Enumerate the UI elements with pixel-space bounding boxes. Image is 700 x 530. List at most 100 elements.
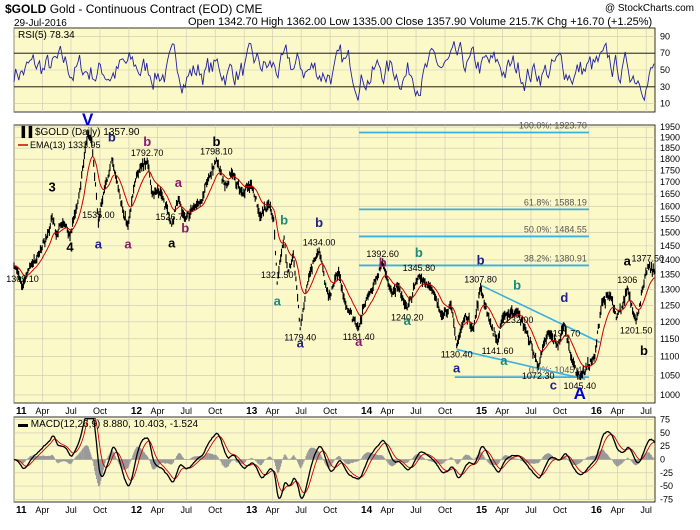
x-tick-label: 14 bbox=[361, 406, 373, 417]
rsi-tick-label: 90 bbox=[660, 31, 670, 41]
wave-label: d bbox=[560, 290, 568, 305]
symbol: $GOLD bbox=[5, 2, 47, 16]
chart-date: 29-Jul-2016 bbox=[14, 18, 67, 29]
price-label: 1377.50 bbox=[631, 253, 664, 263]
macd-line bbox=[13, 417, 656, 499]
x-tick-label: 14 bbox=[361, 505, 373, 516]
chart-symbol-title: $GOLD Gold - Continuous Contract (EOD) C… bbox=[5, 2, 262, 16]
source-credit[interactable]: @ StockCharts.com bbox=[604, 3, 694, 14]
x-tick-label: Jul bbox=[295, 406, 307, 416]
x-tick-label: 15 bbox=[476, 505, 488, 516]
wave-label: b bbox=[315, 215, 323, 230]
price-tick-label: 1550 bbox=[660, 214, 680, 224]
quote-line: Open 1342.70 High 1362.00 Low 1335.00 Cl… bbox=[188, 16, 653, 28]
price-label: 1345.80 bbox=[403, 263, 436, 273]
x-tick-label: Oct bbox=[93, 406, 108, 416]
x-tick-label: 13 bbox=[246, 505, 258, 516]
fib-label: 38.2%: 1380.91 bbox=[524, 253, 587, 263]
fibonacci-levels: 100.0%: 1923.70 61.8%: 1588.19 50.0%: 1484… bbox=[359, 120, 589, 378]
price-label: 1232.00 bbox=[501, 315, 534, 325]
x-tick-label: Oct bbox=[323, 406, 338, 416]
price-tick-label: 1050 bbox=[660, 370, 680, 380]
wave-label: a bbox=[95, 237, 103, 252]
fib-label: 61.8%: 1588.19 bbox=[524, 197, 587, 207]
price-label: 1392.60 bbox=[366, 249, 399, 259]
price-title: ▐▐ $GOLD (Daily) 1357.90 bbox=[18, 125, 140, 139]
price-tick-label: 1000 bbox=[660, 390, 680, 400]
x-tick-label: Jul bbox=[65, 406, 77, 416]
macd-tick-label: 0 bbox=[660, 455, 665, 465]
exchange: CME bbox=[235, 2, 263, 16]
price-tick-label: 1650 bbox=[660, 189, 680, 199]
rsi-tick-label: 30 bbox=[660, 82, 670, 92]
fib-label: 0.0%: 1045.40 bbox=[529, 365, 587, 375]
rsi-tick-label: 50 bbox=[660, 65, 670, 75]
wave-label: b bbox=[212, 134, 220, 149]
wave-label: a bbox=[355, 334, 363, 349]
price-tick-label: 1150 bbox=[660, 334, 679, 344]
wave-label: a bbox=[453, 360, 461, 375]
macd-tick-label: 25 bbox=[660, 441, 670, 451]
trendline-lower bbox=[456, 348, 586, 380]
price-label: 1201.50 bbox=[620, 325, 653, 335]
x-tick-label: Apr bbox=[151, 406, 165, 416]
x-tick-label: Apr bbox=[611, 505, 625, 515]
wave-label: a bbox=[297, 336, 305, 351]
price-tick-label: 1500 bbox=[660, 227, 680, 237]
price-tick-label: 1850 bbox=[660, 143, 680, 153]
trendlines bbox=[456, 284, 601, 380]
wave-label: a bbox=[404, 313, 412, 328]
price-tick-label: 1200 bbox=[660, 317, 680, 327]
rsi-title: RSI(5) 78.34 bbox=[18, 30, 75, 41]
wave-label: b bbox=[513, 278, 521, 293]
price-tick-label: 1100 bbox=[660, 352, 679, 362]
wave-label: a bbox=[124, 237, 132, 252]
x-tick-label: Apr bbox=[35, 505, 49, 515]
x-tick-label: Apr bbox=[265, 505, 279, 515]
price-label: 1526.70 bbox=[155, 212, 188, 222]
wave-label: a bbox=[175, 175, 183, 190]
price-label: 1307.80 bbox=[464, 274, 497, 284]
x-tick-label: Jul bbox=[410, 505, 422, 515]
macd-tick-label: 50 bbox=[660, 428, 670, 438]
x-tick-label: Apr bbox=[35, 406, 49, 416]
price-label: 1072.30 bbox=[522, 371, 555, 381]
wave-label: b bbox=[143, 134, 151, 149]
price-tick-label: 1250 bbox=[660, 300, 680, 310]
price-tick-label: 1900 bbox=[660, 132, 680, 142]
rsi-tick-label: 70 bbox=[660, 48, 670, 58]
x-tick-label: Apr bbox=[265, 406, 279, 416]
price-tick-label: 1700 bbox=[660, 177, 680, 187]
macd-tick-label: -75 bbox=[660, 494, 673, 504]
x-tick-label: Apr bbox=[380, 505, 394, 515]
x-tick-label: 11 bbox=[16, 406, 27, 417]
rsi-line bbox=[13, 41, 655, 102]
price-tick-label: 1750 bbox=[660, 165, 680, 175]
price-label: 1045.40 bbox=[563, 381, 596, 391]
price-label: 1130.40 bbox=[441, 350, 473, 360]
price-label: 1792.70 bbox=[131, 148, 164, 158]
wave-label: a bbox=[168, 235, 176, 250]
x-tick-label: Jul bbox=[640, 505, 652, 515]
price-label: 1535.00 bbox=[82, 210, 115, 220]
x-axis-labels: 11 11 Apr Apr Jul Jul Oct Oct 12 12 Apr Apr Jul Jul Oc… bbox=[16, 406, 652, 516]
contract-name: Gold - Continuous Contract (EOD) bbox=[49, 2, 233, 16]
x-tick-label: 16 bbox=[591, 505, 603, 516]
x-tick-label: 16 bbox=[591, 406, 603, 417]
ema-line bbox=[13, 156, 656, 368]
price-tick-label: 1400 bbox=[660, 255, 680, 265]
x-tick-label: Jul bbox=[640, 406, 652, 416]
wave-label: b bbox=[280, 212, 288, 227]
wave-label: c bbox=[550, 378, 557, 393]
wave-label: 4 bbox=[66, 239, 74, 254]
wave-label: b bbox=[640, 343, 648, 358]
x-tick-label: Jul bbox=[525, 505, 537, 515]
x-tick-label: Apr bbox=[495, 505, 509, 515]
fib-label: 50.0%: 1484.55 bbox=[524, 224, 587, 234]
price-label: 1434.00 bbox=[303, 237, 336, 247]
x-tick-label: Jul bbox=[525, 406, 537, 416]
macd-tick-label: -25 bbox=[660, 468, 673, 478]
price-label: 1798.10 bbox=[200, 147, 233, 157]
rsi-tick-label: 10 bbox=[660, 99, 670, 109]
